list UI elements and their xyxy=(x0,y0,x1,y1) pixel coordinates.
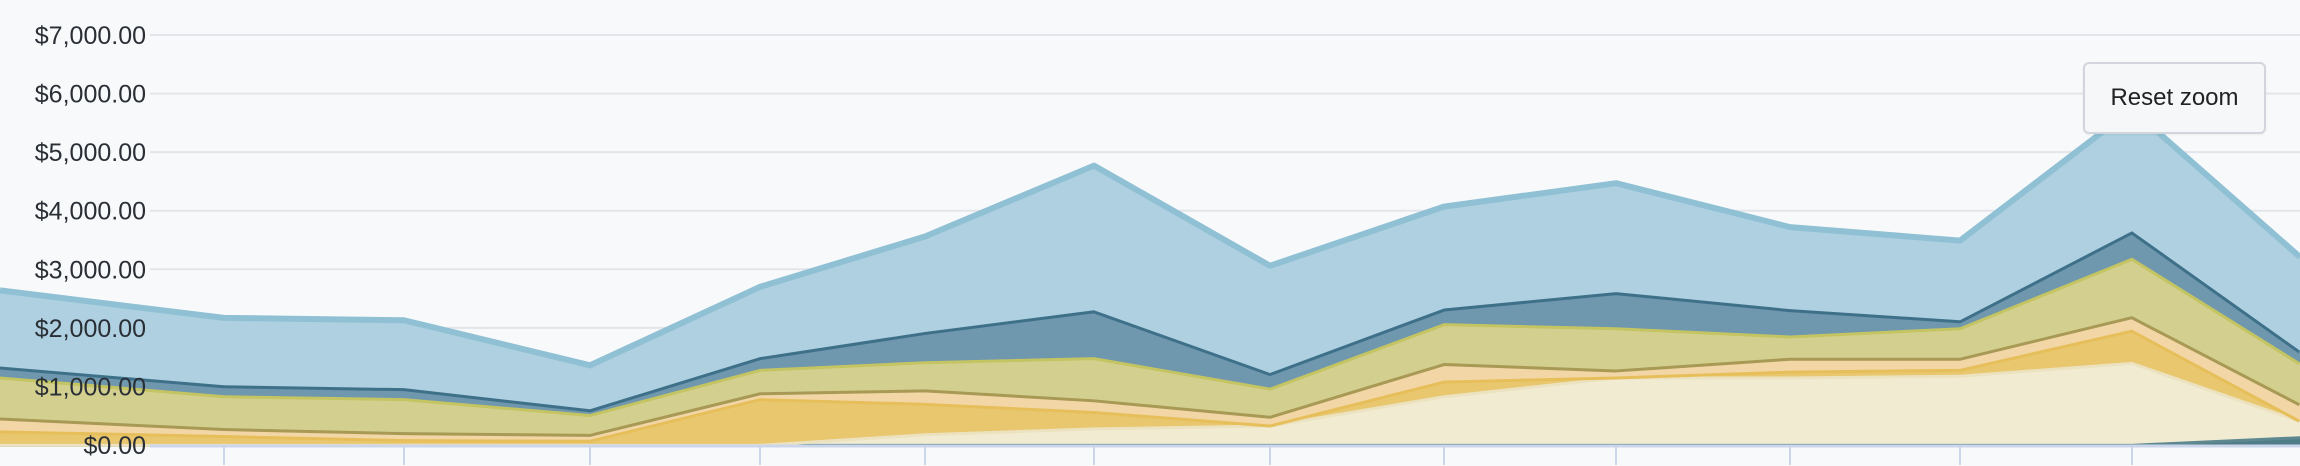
area-series-3[interactable] xyxy=(0,316,2300,440)
y-tick-label: $2,000.00 xyxy=(35,315,146,343)
y-tick-label: $7,000.00 xyxy=(35,22,146,50)
reset-zoom-button[interactable]: Reset zoom xyxy=(2083,62,2266,134)
area-series-5[interactable] xyxy=(0,231,2300,414)
area-series-6[interactable] xyxy=(0,109,2300,410)
area-series-2[interactable] xyxy=(0,329,2300,444)
area-series-1[interactable] xyxy=(0,361,2300,444)
y-tick-label: $3,000.00 xyxy=(35,256,146,284)
y-tick-label: $4,000.00 xyxy=(35,198,146,226)
y-tick-label: $5,000.00 xyxy=(35,139,146,167)
y-tick-label: $1,000.00 xyxy=(35,373,146,401)
y-tick-label: $6,000.00 xyxy=(35,81,146,109)
series-line-6 xyxy=(0,106,2300,369)
area-series-4[interactable] xyxy=(0,257,2300,434)
area-series[interactable] xyxy=(0,106,2300,447)
x-axis xyxy=(150,444,2300,465)
y-tick-label: $0.00 xyxy=(83,432,146,460)
series-line-5 xyxy=(0,228,2300,413)
y-axis-labels: $0.00 $1,000.00 $2,000.00 $3,000.00 $4,000.0… xyxy=(35,22,146,460)
